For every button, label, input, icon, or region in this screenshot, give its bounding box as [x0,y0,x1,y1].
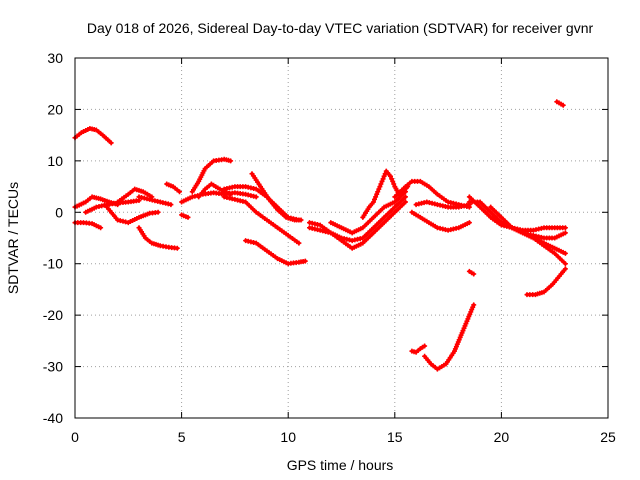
y-tick-label: 30 [47,50,63,66]
series-markers [413,199,472,210]
series-markers [409,209,472,233]
x-tick-label: 15 [387,429,403,445]
y-tick-label: 0 [55,204,63,220]
series-markers [498,220,568,267]
series-markers [136,225,180,251]
series-arc-19 [307,199,408,251]
y-tick-label: -40 [43,410,63,426]
series-arc-20 [328,189,408,236]
series-arc-13 [196,181,234,200]
series-markers [466,199,568,241]
series-arc-02 [72,220,104,231]
series-arc-11 [179,190,259,205]
x-tick-label: 5 [178,429,186,445]
series-arc-22 [392,178,472,210]
series-markers [409,343,428,355]
series-markers [466,194,568,233]
series-markers [189,156,234,195]
series-arc-31 [498,220,568,267]
series-markers [72,126,114,146]
series-arc-09 [164,181,182,195]
series-arc-23 [413,199,472,210]
x-tick-label: 25 [600,429,616,445]
series-markers [243,238,308,267]
x-tick-label: 10 [280,429,296,445]
series-markers [164,181,182,195]
series-markers [179,190,259,205]
y-axis-label: SDTVAR / TECUs [5,182,21,294]
series-markers [524,266,568,298]
series-arc-15 [221,194,302,246]
series-markers [307,199,408,251]
series-markers [179,212,191,220]
series-arc-16 [243,238,308,267]
x-tick-label: 0 [71,429,79,445]
series-arc-08 [136,225,180,251]
series-arc-07 [136,194,174,208]
y-tick-label: 10 [47,153,63,169]
series-arc-05 [104,204,161,226]
series-arc-01 [72,126,114,146]
x-axis-label: GPS time / hours [287,457,394,473]
series-markers [249,171,304,223]
series-markers [422,302,477,372]
series-arc-27 [466,268,477,277]
series-arc-28 [466,194,568,233]
series-markers [328,189,408,236]
series-arc-32 [524,266,568,298]
axis-ticks: 0 5 10 15 20 25 -40 -30 -20 -10 0 10 20 30 [43,50,616,445]
series-arc-29 [466,199,568,241]
data-series [72,99,568,372]
series-line [467,195,568,233]
series-arc-25 [409,343,428,355]
series-arc-06 [115,186,155,205]
y-tick-label: -10 [43,256,63,272]
plot-frame [74,57,609,419]
series-arc-26 [422,302,477,372]
series-arc-24 [409,209,472,233]
series-markers [136,194,174,208]
series-arc-17 [249,171,304,223]
series-markers [221,194,302,246]
series-arc-10 [179,212,191,220]
series-arc-33 [554,99,566,108]
chart-title: Day 018 of 2026, Sidereal Day-to-day VTE… [87,20,594,36]
series-markers [196,181,234,200]
y-tick-label: -30 [43,359,63,375]
series-markers [466,268,477,277]
series-markers [104,204,161,226]
grid-lines [75,58,608,418]
series-markers [115,186,155,205]
y-tick-label: 20 [47,101,63,117]
series-arc-12 [189,156,234,195]
series-arc-18 [307,194,408,244]
y-tick-label: -20 [43,307,63,323]
x-tick-label: 20 [494,429,510,445]
series-markers [554,99,566,108]
